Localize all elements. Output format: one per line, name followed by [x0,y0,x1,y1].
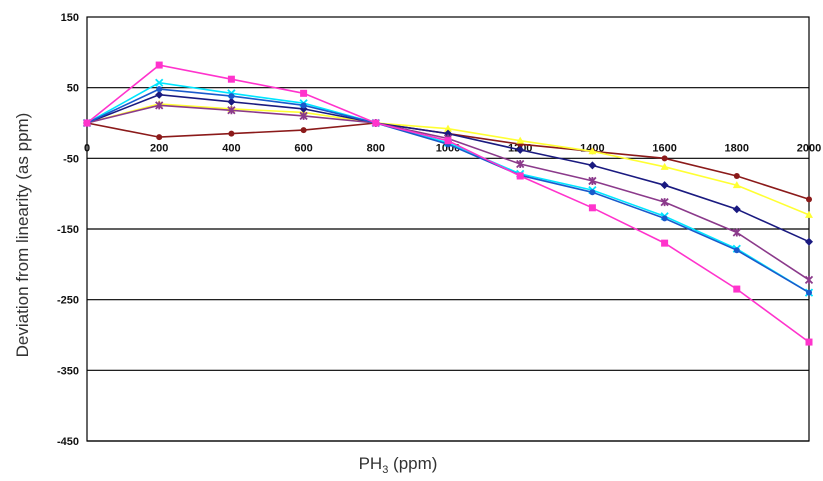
data-point [806,196,812,203]
data-point [300,127,307,134]
y-tick-label: -250 [57,295,79,307]
data-point [155,61,163,69]
data-point [227,75,235,83]
data-point [661,215,668,222]
data-point [372,119,380,127]
series-5 [82,78,814,297]
data-point [516,159,525,169]
data-point [227,97,236,106]
data-point [588,161,597,170]
data-point [732,205,741,214]
series-7 [83,61,813,346]
data-point [805,210,813,218]
x-tick-label: 400 [222,142,240,154]
x-tick-label: 800 [367,142,385,154]
data-point [227,106,236,115]
series-line [86,81,810,294]
x-axis-title-main: PH [359,454,383,473]
data-point [733,247,740,254]
series-line [86,103,810,216]
series-line [86,93,810,243]
y-tick-label: 150 [61,12,79,24]
data-point [732,228,741,237]
series-line [86,88,810,294]
x-tick-label: 200 [150,142,168,154]
data-point [155,101,164,110]
data-point [588,147,597,155]
data-point [733,173,740,179]
data-point [155,90,164,99]
data-point [588,204,596,212]
data-point [660,198,669,207]
data-point [660,181,669,190]
x-tick-label: 2000 [797,142,821,154]
data-point [155,78,164,87]
y-tick-label: -50 [63,153,79,165]
data-point [156,134,163,141]
data-point [228,130,235,137]
data-point [228,93,235,100]
plot-area-frame [86,16,810,442]
y-axis-ticks: 150 50 -50 -150 -250 -350 -450 [57,12,79,448]
data-point [83,119,91,127]
data-point [299,111,308,121]
x-axis-title-subscript: 3 [382,464,388,476]
data-point [733,285,741,293]
series-3 [83,90,813,246]
data-point [516,145,525,154]
data-point [516,172,524,180]
x-tick-label: 600 [294,142,312,154]
data-point [156,86,163,93]
x-axis-title: PH3 (ppm) [359,454,438,476]
data-point [444,124,452,132]
data-point [804,275,814,285]
y-tick-label: -350 [57,365,79,377]
data-point [300,89,308,97]
data-point [661,239,669,247]
data-point [300,102,307,109]
y-tick-label: 50 [67,83,79,95]
data-point [806,289,812,296]
y-axis-title: Deviation from linearity (as ppm) [13,113,32,358]
x-tick-label: 1600 [652,142,676,154]
x-tick-label: 0 [84,142,90,154]
series-6 [84,86,812,296]
data-point [660,162,669,170]
data-point [589,189,596,196]
data-point [444,137,452,145]
data-point [805,237,813,246]
x-axis-title-unit: (ppm) [388,454,437,473]
data-point [805,338,813,346]
y-tick-label: -450 [57,436,79,448]
data-point [588,176,597,186]
data-point [661,155,668,162]
data-point [516,136,525,144]
x-tick-label: 1800 [725,142,749,154]
data-point [732,181,741,189]
y-tick-label: -150 [57,224,79,236]
series-group [82,61,814,346]
